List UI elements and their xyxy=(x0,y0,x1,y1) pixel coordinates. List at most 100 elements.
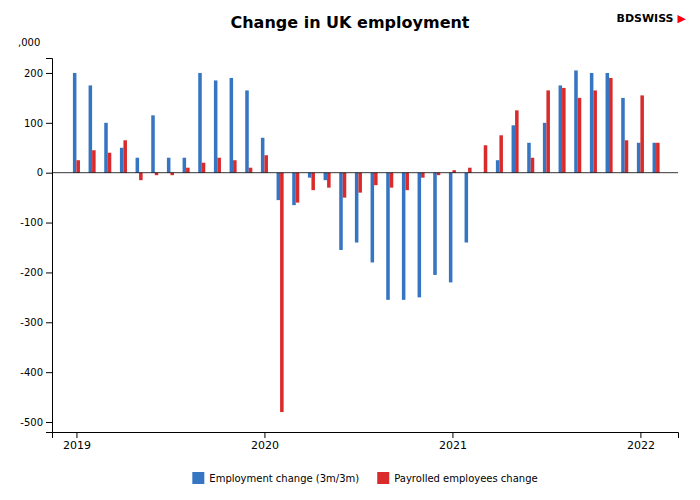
bar xyxy=(202,163,206,173)
y-tick-label: 0 xyxy=(37,167,43,178)
legend-item: Payrolled employees change xyxy=(377,472,537,484)
y-tick: 100 xyxy=(24,118,52,129)
y-tick-mark xyxy=(46,372,52,373)
bar xyxy=(308,173,312,178)
y-tick: -100 xyxy=(20,217,52,228)
bar xyxy=(230,78,234,173)
bar xyxy=(123,140,127,172)
title: Change in UK employment xyxy=(230,13,469,32)
bar xyxy=(578,98,582,173)
bar xyxy=(606,73,610,173)
bar xyxy=(449,173,453,283)
bar xyxy=(249,168,253,173)
bar xyxy=(198,73,202,173)
bar xyxy=(120,148,124,173)
bar xyxy=(593,90,597,172)
x-tick: 2022 xyxy=(627,432,655,452)
y-tick-label: -200 xyxy=(20,267,43,278)
bar xyxy=(280,173,284,412)
y-tick: 0 xyxy=(37,167,52,178)
x-tick-label: 2019 xyxy=(63,439,91,452)
x-tick-mark xyxy=(452,432,453,438)
bar xyxy=(311,173,315,190)
y-tick-mark xyxy=(46,73,52,74)
bar xyxy=(214,80,218,172)
legend-swatch xyxy=(192,472,204,484)
bar xyxy=(92,150,96,172)
x-tick-mark xyxy=(76,432,77,438)
annotation: BDSWISS xyxy=(617,12,674,25)
bar xyxy=(562,88,566,173)
y-tick-mark xyxy=(46,272,52,273)
bar xyxy=(89,85,93,172)
x-tick: 2019 xyxy=(63,432,91,452)
y-tick: -400 xyxy=(20,367,52,378)
zero-line xyxy=(52,172,678,173)
bar xyxy=(217,158,221,173)
bar xyxy=(559,85,563,172)
bar xyxy=(374,173,378,185)
bar xyxy=(390,173,394,188)
y-axis: -500 -400 -300 -200 -100 0 100 200 xyxy=(20,59,52,433)
bar xyxy=(355,173,359,243)
y-tick-mark xyxy=(46,422,52,423)
bar xyxy=(499,135,503,172)
bar xyxy=(108,153,112,173)
bar xyxy=(621,98,625,173)
bar xyxy=(484,145,488,172)
bar xyxy=(418,173,422,298)
bar xyxy=(327,173,331,188)
y-tick-label: 100 xyxy=(24,118,43,129)
y-tick-label: -400 xyxy=(20,367,43,378)
bar xyxy=(625,140,629,172)
y-tick: 200 xyxy=(24,68,52,79)
bar xyxy=(151,115,155,172)
y-tick-mark xyxy=(46,322,52,323)
bar xyxy=(245,90,249,172)
bar xyxy=(167,158,171,173)
bar xyxy=(653,143,657,173)
bar xyxy=(296,173,300,203)
bar xyxy=(512,125,516,172)
bar-series xyxy=(76,78,659,412)
bar xyxy=(277,173,281,200)
bar xyxy=(76,160,80,172)
y-tick-mark xyxy=(46,223,52,224)
x-tick-label: 2020 xyxy=(251,439,279,452)
bar xyxy=(183,158,187,173)
bar xyxy=(104,123,108,173)
bar xyxy=(339,173,343,250)
y-tick-mark xyxy=(46,123,52,124)
bar xyxy=(358,173,362,193)
bar xyxy=(402,173,406,300)
bar xyxy=(264,155,268,172)
annotation: ▶ xyxy=(678,12,687,25)
bar xyxy=(405,173,409,190)
bar xyxy=(233,160,237,172)
bar xyxy=(527,143,531,173)
bar xyxy=(637,143,641,173)
bar xyxy=(609,78,613,173)
bar xyxy=(515,110,519,172)
bar xyxy=(139,173,143,180)
bar xyxy=(468,168,472,173)
bar xyxy=(261,138,265,173)
legend-label: Employment change (3m/3m) xyxy=(209,473,359,484)
x-tick: 2021 xyxy=(439,432,467,452)
chart: 2019 2020 2021 2022 -500 -400 -300 -200 -100 0 100… xyxy=(0,0,700,500)
x-tick-mark xyxy=(640,432,641,438)
x-axis-line xyxy=(53,433,679,439)
y-tick-label: -500 xyxy=(20,417,43,428)
bar xyxy=(656,143,660,173)
y-axis-label: ,000 xyxy=(18,37,40,48)
y-tick-label: -300 xyxy=(20,317,43,328)
bar xyxy=(324,173,328,180)
bar xyxy=(496,160,500,172)
bar xyxy=(590,73,594,173)
annotations: BDSWISS ▶ xyxy=(617,12,687,25)
bar xyxy=(531,158,535,173)
legend-label: Payrolled employees change xyxy=(394,473,537,484)
bar xyxy=(292,173,296,205)
bar xyxy=(546,90,550,172)
y-tick: -200 xyxy=(20,267,52,278)
